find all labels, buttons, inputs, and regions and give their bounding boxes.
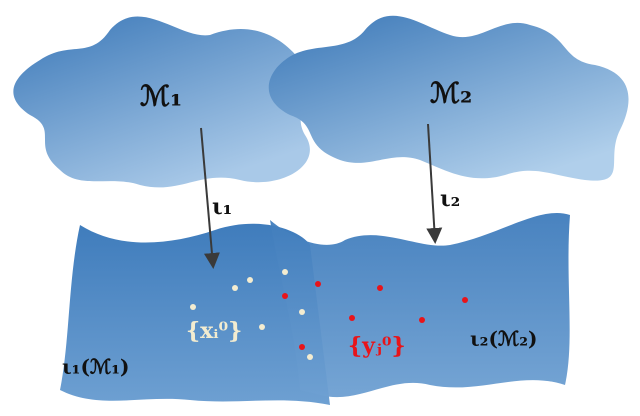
map-2-label: ι₂ (440, 186, 460, 212)
manifold-2-label: ℳ₂ (430, 77, 472, 110)
manifold-1-label: ℳ₁ (140, 80, 182, 113)
image-2-label: ι₂(ℳ₂) (470, 327, 538, 351)
map-1-label: ι₁ (212, 194, 232, 220)
set-y-label: {yⱼ⁰} (348, 333, 406, 359)
diagram: ℳ₁ ℳ₂ ι₁ ι₂ {xᵢ⁰} {yⱼ⁰} ι₁(ℳ₁) ι₂(ℳ₂) (0, 0, 640, 416)
image-2-surface (270, 213, 570, 397)
set-x-label: {xᵢ⁰} (186, 318, 242, 344)
image-1-label: ι₁(ℳ₁) (62, 355, 130, 379)
